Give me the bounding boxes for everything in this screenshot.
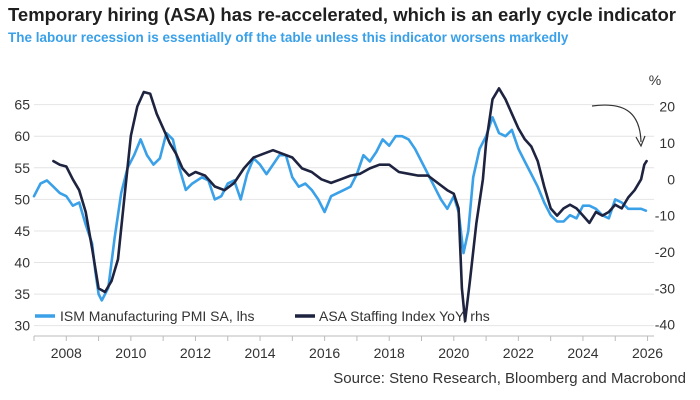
series-line-asa: [52, 87, 648, 323]
right-tick-label: 20: [659, 99, 675, 115]
left-tick-label: 45: [14, 223, 30, 239]
chart-subtitle: The labour recession is essentially off …: [8, 30, 569, 45]
x-tick-label: 2020: [438, 345, 469, 361]
right-axis-unit-label: %: [649, 72, 661, 88]
series-layer: [32, 87, 648, 323]
series-line-ism: [32, 116, 648, 302]
left-tick-label: 55: [14, 160, 30, 176]
left-tick-label: 40: [14, 255, 30, 271]
right-tick-label: -30: [655, 280, 675, 296]
right-tick-label: -10: [655, 208, 675, 224]
annotation-arrow: [591, 104, 646, 148]
left-tick-label: 30: [14, 318, 30, 334]
x-tick-label: 2014: [244, 345, 275, 361]
right-tick-label: 10: [659, 135, 675, 151]
x-tick-label: 2024: [567, 345, 598, 361]
x-axis: 2008 2010 2012 2014 2016 2018 2020 2022 2024 2026: [33, 335, 663, 361]
legend: ISM Manufacturing PMI SA, lhs ASA Staffi…: [35, 308, 490, 324]
left-axis: 30 35 40 45 50 55 60 65: [14, 97, 30, 334]
legend-label-ism: ISM Manufacturing PMI SA, lhs: [60, 308, 255, 324]
left-tick-label: 50: [14, 191, 30, 207]
x-tick-label: 2022: [503, 345, 534, 361]
left-tick-label: 65: [14, 97, 30, 113]
left-tick-label: 60: [14, 128, 30, 144]
x-tick-label: 2018: [374, 345, 405, 361]
right-axis: -40 -30 -20 -10 0 10 20: [655, 99, 675, 333]
x-tick-label: 2008: [51, 345, 82, 361]
left-tick-label: 35: [14, 286, 30, 302]
chart-title: Temporary hiring (ASA) has re-accelerate…: [8, 4, 676, 25]
x-tick-label: 2016: [309, 345, 340, 361]
x-tick-label: 2010: [115, 345, 146, 361]
x-tick-label: 2026: [632, 345, 663, 361]
right-tick-label: -40: [655, 317, 675, 333]
source-note: Source: Steno Research, Bloomberg and Ma…: [333, 370, 686, 387]
x-tick-label: 2012: [180, 345, 211, 361]
right-tick-label: 0: [667, 171, 675, 187]
gridlines: [34, 104, 654, 327]
legend-label-asa: ASA Staffing Index YoY, rhs: [319, 308, 490, 324]
right-tick-label: -20: [655, 244, 675, 260]
